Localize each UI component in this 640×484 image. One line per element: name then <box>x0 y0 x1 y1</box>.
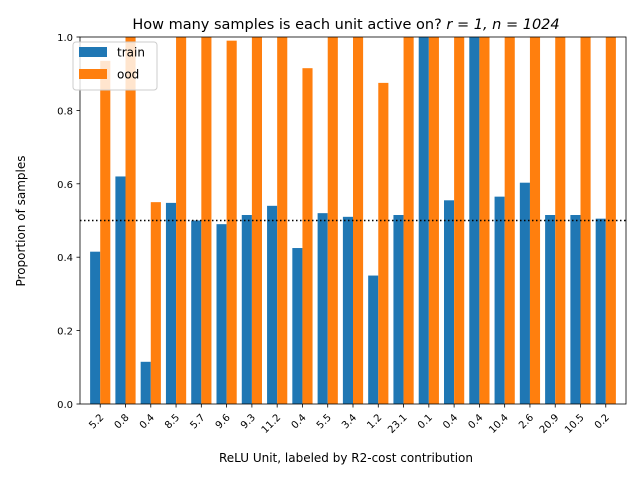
bar-train <box>165 202 177 404</box>
bar-train <box>444 200 455 404</box>
bar-ood <box>302 68 313 404</box>
bar-ood <box>378 82 389 405</box>
legend: train ood <box>72 41 158 91</box>
bar-train <box>241 215 252 404</box>
legend-label-ood: ood <box>117 68 139 82</box>
y-tick-label: 1.0 <box>57 33 73 44</box>
bar-train <box>494 196 505 404</box>
bar-train <box>317 213 328 404</box>
x-axis-label: ReLU Unit, labeled by R2-cost contributi… <box>219 451 473 465</box>
bar-train <box>292 248 303 404</box>
bar-ood <box>529 37 541 404</box>
bar-train <box>393 215 404 404</box>
y-tick-label: 0.0 <box>57 400 73 411</box>
bar-ood <box>125 37 136 404</box>
legend-swatch-train <box>79 47 107 57</box>
bar-train <box>595 218 606 404</box>
bar-train <box>90 251 101 404</box>
bar-train <box>570 215 581 404</box>
bar-train <box>469 37 480 404</box>
bar-train <box>342 216 353 404</box>
axes-frame <box>79 36 627 405</box>
bar-train <box>519 182 530 404</box>
bar-ood <box>277 37 288 404</box>
y-tick-label: 0.4 <box>57 253 73 264</box>
bar-ood <box>580 37 591 404</box>
bar-train <box>368 275 379 404</box>
bar-ood <box>353 37 364 404</box>
bar-ood <box>605 37 616 404</box>
bar-train <box>191 220 202 404</box>
bar-ood <box>201 37 212 404</box>
legend-label-train: train <box>117 46 145 60</box>
y-axis-label: Proportion of samples <box>14 156 28 287</box>
bar-train <box>115 176 126 404</box>
y-tick-label: 0.8 <box>57 106 73 117</box>
chart-title: How many samples is each unit active on?… <box>132 17 559 33</box>
bar-ood <box>454 37 465 404</box>
chart-title-math: r = 1, n = 1024 <box>446 17 559 33</box>
bar-train <box>267 205 278 404</box>
bar-train <box>216 224 227 404</box>
y-axis: 0.0 0.2 0.4 0.6 0.8 1.0 <box>57 33 80 411</box>
bar-ood <box>504 37 515 404</box>
bar-ood <box>428 37 439 404</box>
bar-ood <box>226 40 237 405</box>
bar-train <box>545 215 556 404</box>
y-tick-label: 0.6 <box>57 180 73 191</box>
bar-train <box>140 361 151 404</box>
bar-train <box>418 37 429 404</box>
bar-ood <box>150 202 161 404</box>
chart-title-text: How many samples is each unit active on? <box>132 17 446 33</box>
legend-swatch-ood <box>79 69 107 79</box>
bar-ood <box>100 60 111 404</box>
y-tick-label: 0.2 <box>57 327 73 338</box>
